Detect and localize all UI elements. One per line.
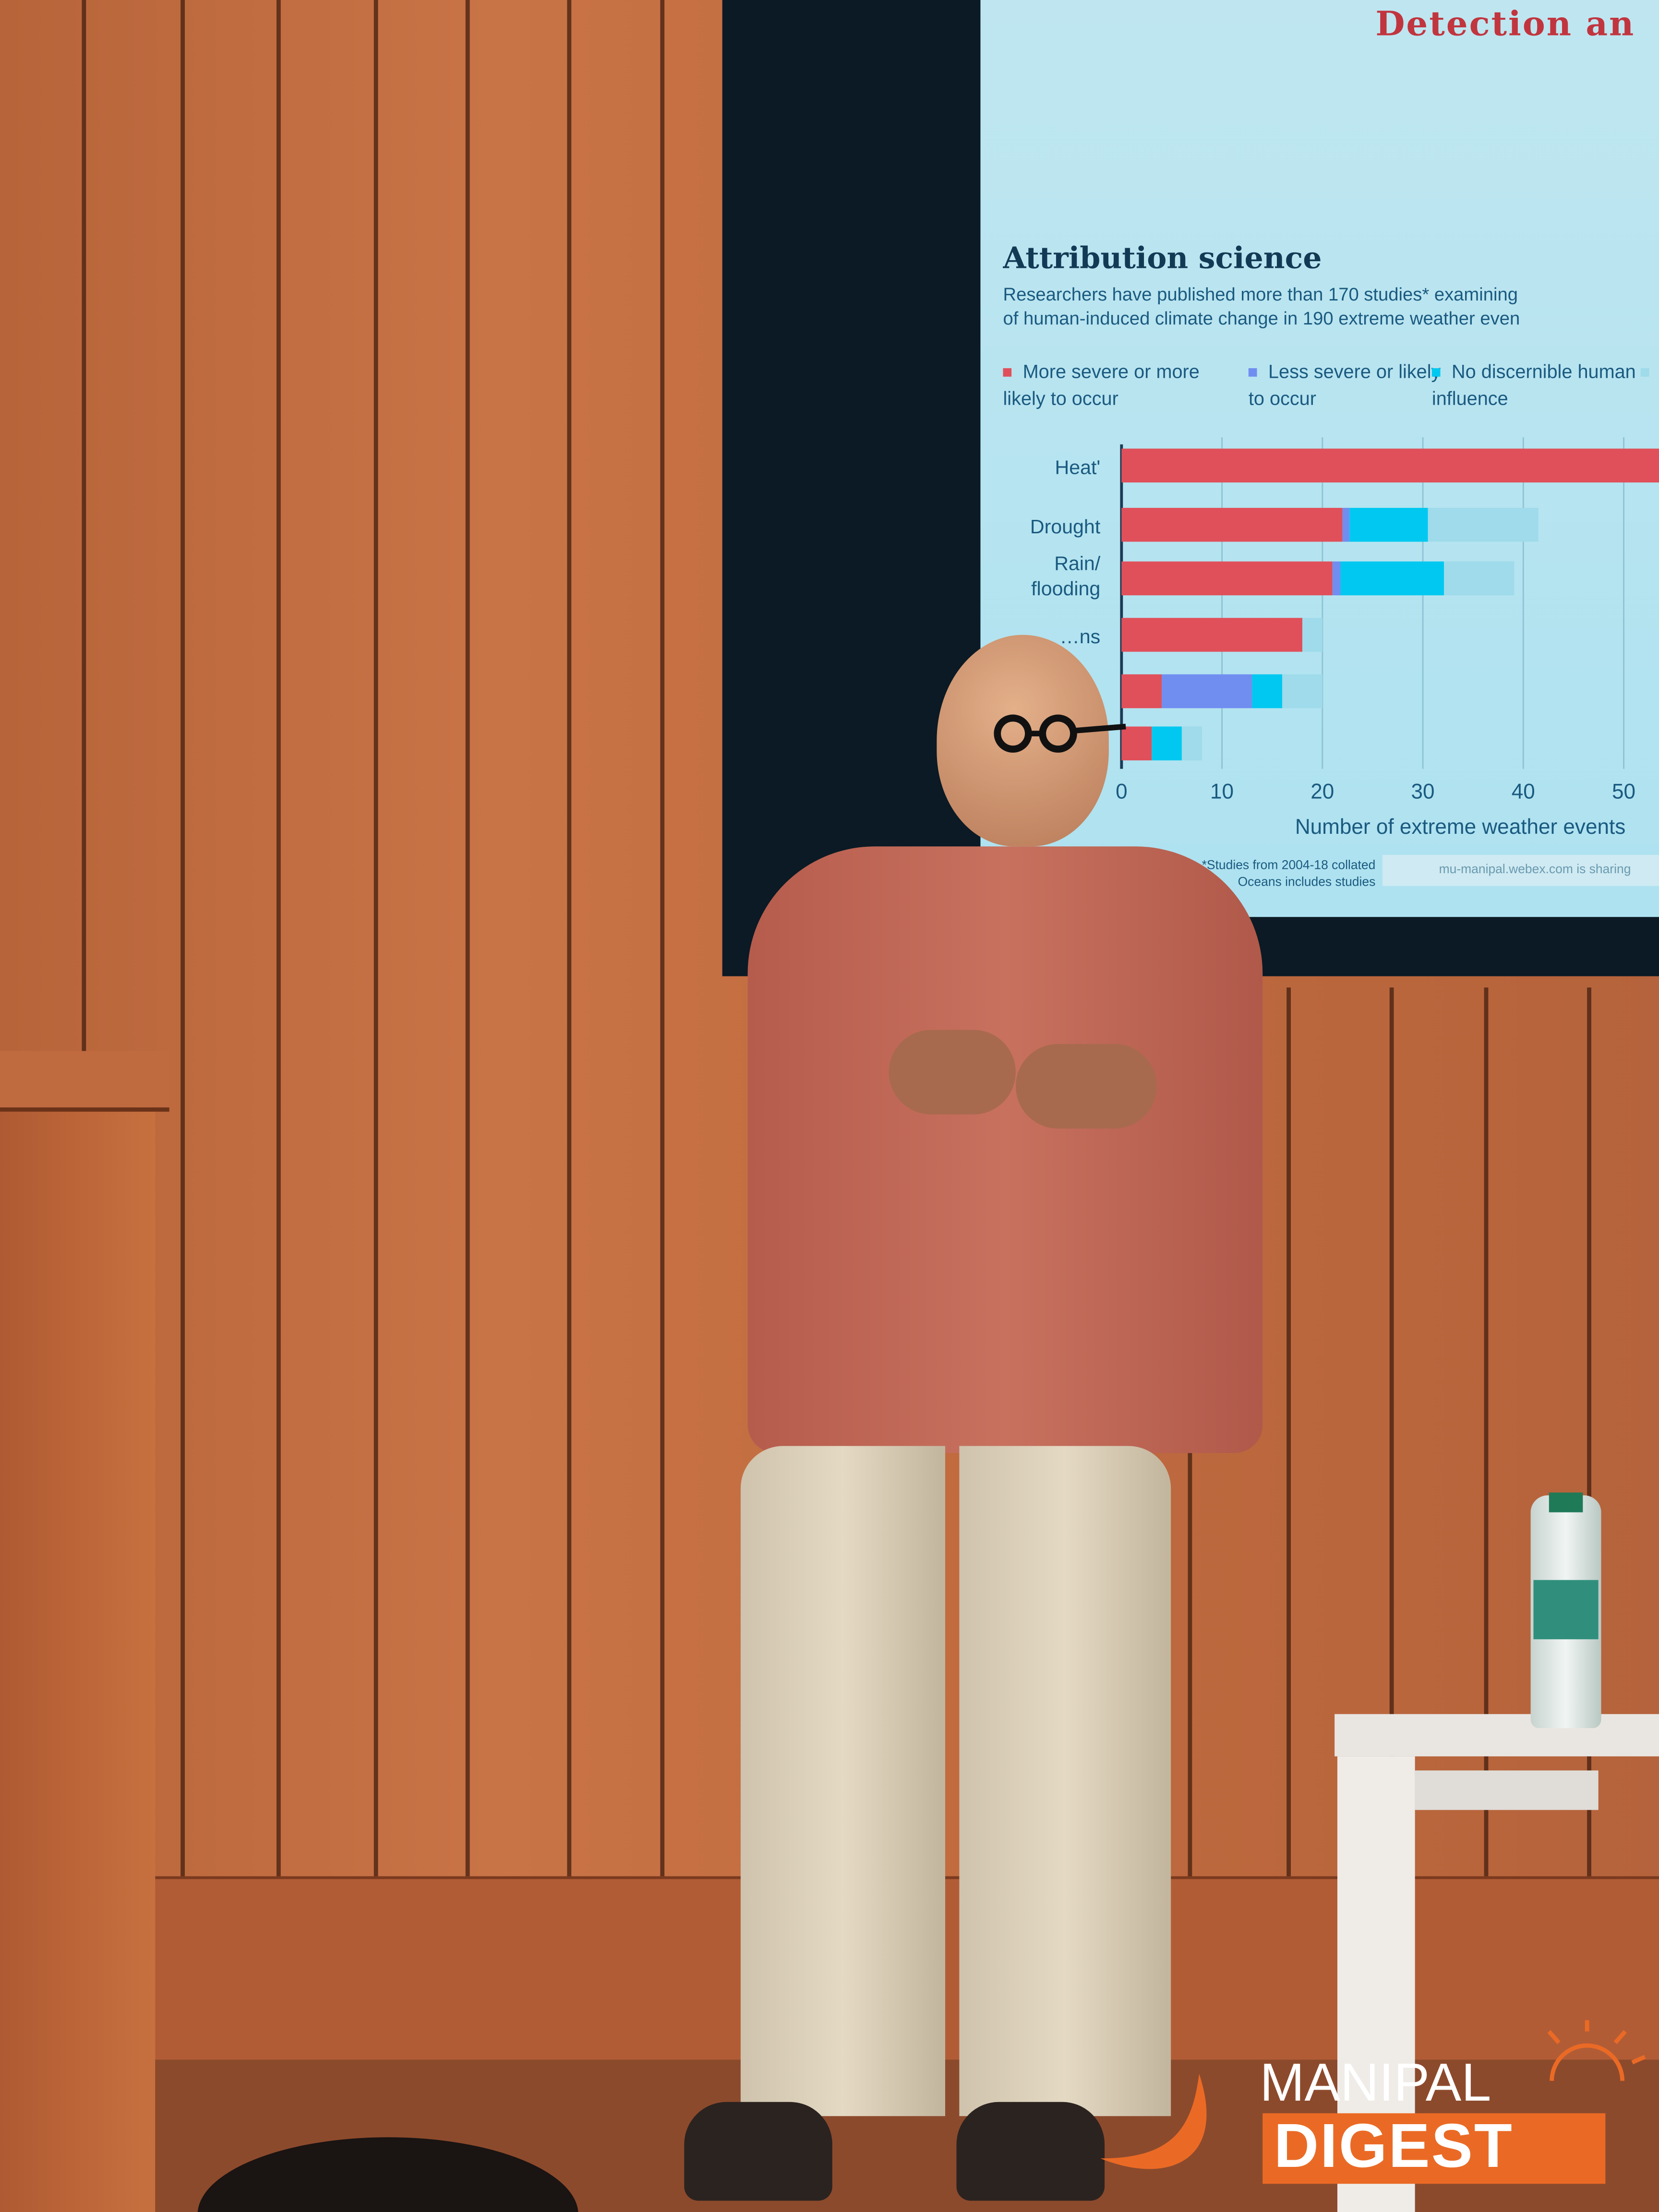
wall-slat-groove [567,0,572,1884]
bar-segment [1121,561,1333,596]
bar-segment [1252,674,1283,709]
bar-chart [1120,437,1659,769]
x-tick-label: 40 [1511,780,1535,805]
x-tick-label: 30 [1411,780,1435,805]
legend-item: Less severe or likely to occur [1248,358,1460,412]
bar-segment [1152,726,1182,761]
x-tick-label: 0 [1116,780,1128,805]
legend-label: Less severe or likely to occur [1248,361,1441,409]
screen-share-notice: mu-manipal.webex.com is sharing [1382,854,1659,886]
wall-slat-groove [373,0,378,1884]
bar-segment [1181,726,1202,761]
bar-segment [1121,726,1152,761]
x-tick-label: 20 [1310,780,1334,805]
legend-label: More severe or more likely to occur [1003,361,1200,409]
podium-top [0,1051,169,1112]
bar-segment [1349,507,1428,542]
legend-swatch [1640,369,1649,377]
footnote: *Studies from 2004-18 collated Oceans in… [1150,856,1376,890]
wall-slat-groove [660,0,665,1884]
bar-segment [1121,618,1302,652]
bar-segment [1444,561,1515,596]
manipal-digest-logo-mark [1100,2020,1646,2169]
speaker-shirt [747,846,1263,1453]
wall-slat-groove [276,0,281,1884]
wall-slat-groove [180,0,185,1884]
y-tick-label: …ns [1059,625,1101,648]
bar-segment [1342,507,1350,542]
bar-segment [1121,674,1162,709]
slide-title: Detection an [1375,2,1635,44]
legend-item: More severe or more likely to occur [1003,358,1214,412]
y-tick-label: Rain/ flooding [1031,552,1101,600]
x-axis-label: Number of extreme weather events [1295,815,1626,840]
x-tick-label: 50 [1612,780,1636,805]
speaker-left-leg [740,1446,945,2116]
wall-slat-groove [1587,987,1591,1884]
x-tick-label: 10 [1210,780,1234,805]
bar-segment [1162,674,1252,709]
y-tick-label: Heat' [1055,456,1101,479]
legend-item: No discernible human influence [1431,358,1644,412]
legend-label: No discernible human influence [1431,361,1636,409]
bottle-cap [1549,1492,1583,1513]
speaker-right-arm [1015,1044,1157,1129]
subtitle-line: of human-induced climate change in 190 e… [1003,307,1520,329]
speaker-left-arm [889,1030,1016,1115]
footnote-line: Oceans includes studies [1238,875,1376,889]
bar-segment [1121,448,1659,483]
bar-segment [1428,507,1539,542]
bar-segment [1340,561,1444,596]
bar-segment [1121,507,1343,542]
chart-subtitle: Researchers have published more than 170… [1003,282,1520,330]
bottle-label [1533,1580,1599,1639]
glasses-icon [994,714,1126,753]
chart-title: Attribution science [1003,240,1322,276]
wall-slat-groove [1389,987,1394,1884]
subtitle-line: Researchers have published more than 170… [1003,283,1518,305]
wall-slat-groove [1286,987,1291,1884]
left-sandal [684,2102,832,2201]
right-sandal [956,2102,1105,2201]
legend-item [1640,358,1659,385]
legend-swatch [1431,369,1441,377]
speaker-right-leg [959,1446,1171,2116]
bar-segment [1332,561,1341,596]
legend-swatch [1248,369,1257,377]
wall-slat-groove [82,0,86,1884]
logo-text-manipal: MANIPAL [1260,2054,1491,2114]
legend-swatch [1003,369,1012,377]
footnote-line: *Studies from 2004-18 collated [1202,857,1376,872]
logo-text-digest: DIGEST [1274,2112,1514,2181]
logo-box [1262,2113,1606,2184]
bar-segment [1282,674,1322,709]
bar-segment [1302,618,1322,652]
wall-slat-groove [465,0,470,1884]
podium [0,1058,156,2212]
wall-slat-groove [1484,987,1489,1884]
y-tick-label: Drought [1030,515,1101,538]
